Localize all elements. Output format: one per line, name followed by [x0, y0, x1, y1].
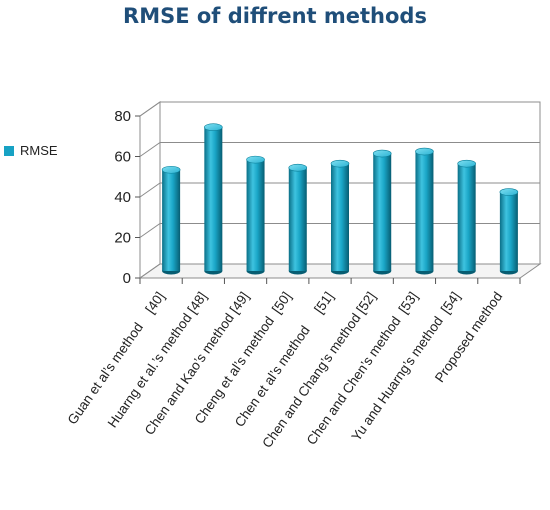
legend-label: RMSE	[20, 143, 58, 158]
bar	[415, 147, 434, 275]
y-tick-label: 40	[114, 189, 131, 206]
gridline	[139, 263, 540, 279]
bar	[288, 163, 308, 275]
bar-body	[204, 127, 223, 271]
bar-body	[288, 167, 307, 271]
bar	[204, 123, 223, 275]
legend: RMSE	[4, 143, 58, 158]
bar-body	[373, 153, 392, 271]
bar-body	[499, 192, 518, 271]
bar-top	[246, 155, 265, 164]
bar	[372, 149, 392, 275]
bar-top	[204, 123, 223, 132]
chart-title: RMSE of diffrent methods	[123, 4, 427, 28]
bar-body	[246, 159, 265, 271]
y-tick-label: 60	[114, 149, 131, 166]
bar-top	[457, 159, 476, 168]
bar-top	[415, 147, 434, 156]
bar-top	[499, 188, 519, 196]
bar	[161, 165, 181, 275]
gridline	[139, 223, 540, 238]
bar-top	[330, 159, 350, 168]
bar-body	[331, 163, 349, 271]
bar	[499, 188, 519, 275]
gridline	[139, 101, 540, 117]
y-tick-label: 0	[123, 270, 131, 287]
gridline	[139, 142, 540, 157]
legend-swatch	[4, 145, 14, 156]
y-tick-label: 80	[114, 108, 131, 125]
bar-top	[372, 149, 392, 158]
bar	[330, 159, 350, 275]
bar-top	[161, 165, 181, 174]
bar-body	[457, 163, 476, 271]
bar	[246, 155, 265, 275]
bar-body	[415, 151, 434, 271]
bar-body	[162, 169, 181, 271]
gridline	[139, 182, 540, 198]
bar	[457, 159, 476, 275]
y-tick-label: 20	[114, 230, 131, 247]
bar-top	[288, 163, 308, 172]
